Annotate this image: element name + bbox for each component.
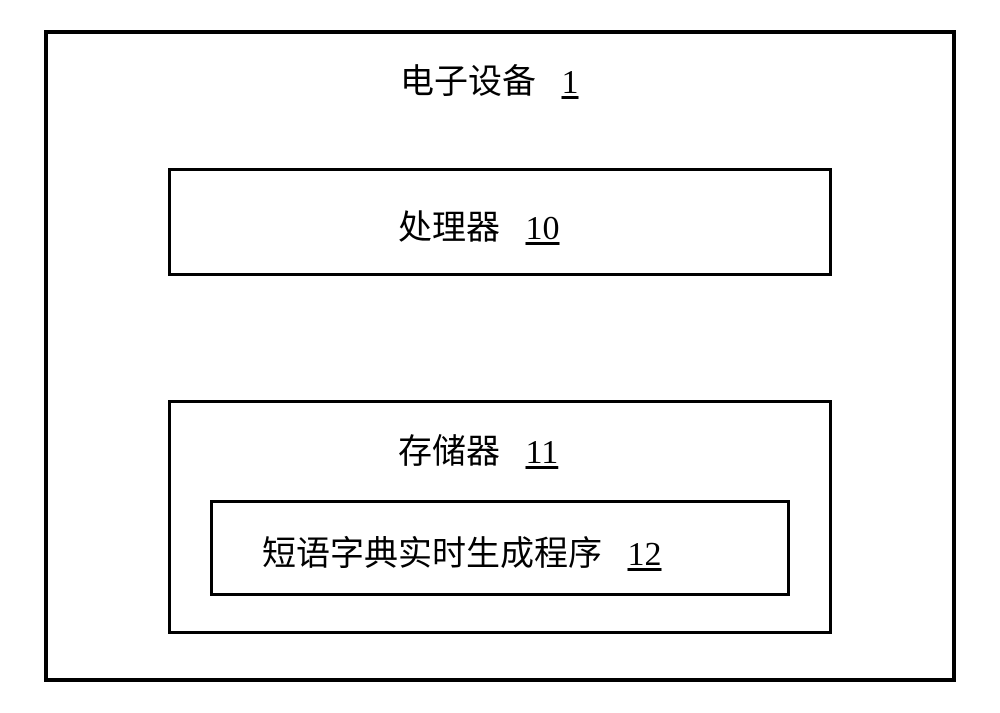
device-label-text: 电子设备 xyxy=(400,64,536,101)
device-ref: 1 xyxy=(562,64,579,101)
device-label: 电子设备 1 xyxy=(400,54,579,103)
memory-label: 存储器 11 xyxy=(398,424,558,473)
memory-label-text: 存储器 xyxy=(398,434,500,471)
processor-label-text: 处理器 xyxy=(398,210,500,247)
memory-ref: 11 xyxy=(526,434,559,471)
program-label-text: 短语字典实时生成程序 xyxy=(262,536,602,573)
processor-ref: 10 xyxy=(526,210,560,247)
program-label: 短语字典实时生成程序 12 xyxy=(262,526,662,575)
processor-label: 处理器 10 xyxy=(398,200,560,249)
program-ref: 12 xyxy=(628,536,662,573)
